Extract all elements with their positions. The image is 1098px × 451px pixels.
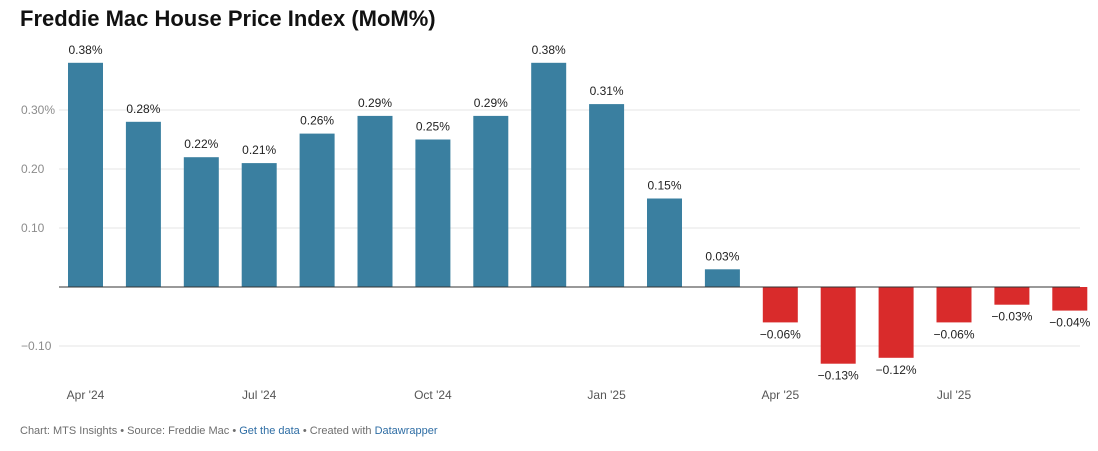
data-label: −0.13% — [818, 369, 859, 383]
y-tick-label: −0.10 — [21, 339, 52, 353]
x-tick-label: Apr '25 — [761, 388, 799, 402]
data-label: 0.28% — [126, 102, 160, 116]
data-label: 0.25% — [416, 120, 450, 134]
y-tick-label: 0.30% — [21, 103, 55, 117]
bar — [1052, 287, 1088, 311]
data-label: −0.06% — [760, 327, 801, 341]
bar — [125, 121, 161, 287]
data-label: 0.29% — [474, 96, 508, 110]
data-label: 0.21% — [242, 143, 276, 157]
bar — [762, 287, 798, 323]
bar — [357, 115, 393, 288]
bar — [589, 104, 625, 287]
data-label: 0.26% — [300, 114, 334, 128]
bar — [647, 198, 682, 287]
bar — [936, 287, 972, 323]
x-tick-label: Apr '24 — [67, 388, 105, 402]
data-label: −0.06% — [933, 327, 974, 341]
footer-source: Chart: MTS Insights • Source: Freddie Ma… — [20, 425, 240, 437]
bar — [241, 163, 277, 287]
x-tick-label: Jul '24 — [242, 388, 277, 402]
bar — [299, 133, 335, 287]
chart-title: Freddie Mac House Price Index (MoM%) — [20, 6, 436, 31]
x-axis-ticks: Apr '24 Jul '24 Oct '24 Jan '25 Apr '25 Jul '… — [67, 388, 972, 402]
bar — [473, 115, 509, 288]
data-label: −0.12% — [876, 363, 917, 377]
data-label: −0.04% — [1049, 316, 1090, 330]
data-label: 0.03% — [705, 249, 739, 263]
x-tick-label: Jul '25 — [937, 388, 972, 402]
x-tick-label: Oct '24 — [414, 388, 452, 402]
datawrapper-link[interactable]: Datawrapper — [374, 425, 438, 437]
chart-footer: Chart: MTS Insights • Source: Freddie Ma… — [20, 425, 438, 437]
bars — [68, 62, 1088, 364]
bar — [531, 62, 567, 287]
y-tick-label: 0.10 — [21, 221, 45, 235]
data-label: 0.31% — [590, 84, 624, 98]
data-label: 0.22% — [184, 137, 218, 151]
bar — [820, 287, 856, 364]
bar — [994, 287, 1030, 305]
data-label: 0.29% — [358, 96, 392, 110]
bar — [704, 269, 740, 287]
get-data-link[interactable]: Get the data — [239, 425, 300, 437]
bar — [68, 62, 103, 287]
footer-created-with: • Created with — [299, 425, 375, 437]
data-labels: 0.38% 0.28% 0.22% 0.21% 0.26% 0.29% 0.25% 0.29%… — [68, 43, 1090, 383]
bar — [183, 157, 219, 287]
data-label: 0.15% — [647, 179, 681, 193]
y-tick-label: 0.20 — [21, 162, 45, 176]
bar — [415, 139, 451, 287]
data-label: 0.38% — [532, 43, 566, 57]
x-tick-label: Jan '25 — [587, 388, 626, 402]
gridlines — [59, 109, 1080, 347]
y-axis-ticks: 0.30% 0.20 0.10 −0.10 — [21, 103, 55, 353]
data-label: 0.38% — [68, 43, 102, 57]
data-label: −0.03% — [991, 310, 1032, 324]
bar — [878, 287, 914, 358]
